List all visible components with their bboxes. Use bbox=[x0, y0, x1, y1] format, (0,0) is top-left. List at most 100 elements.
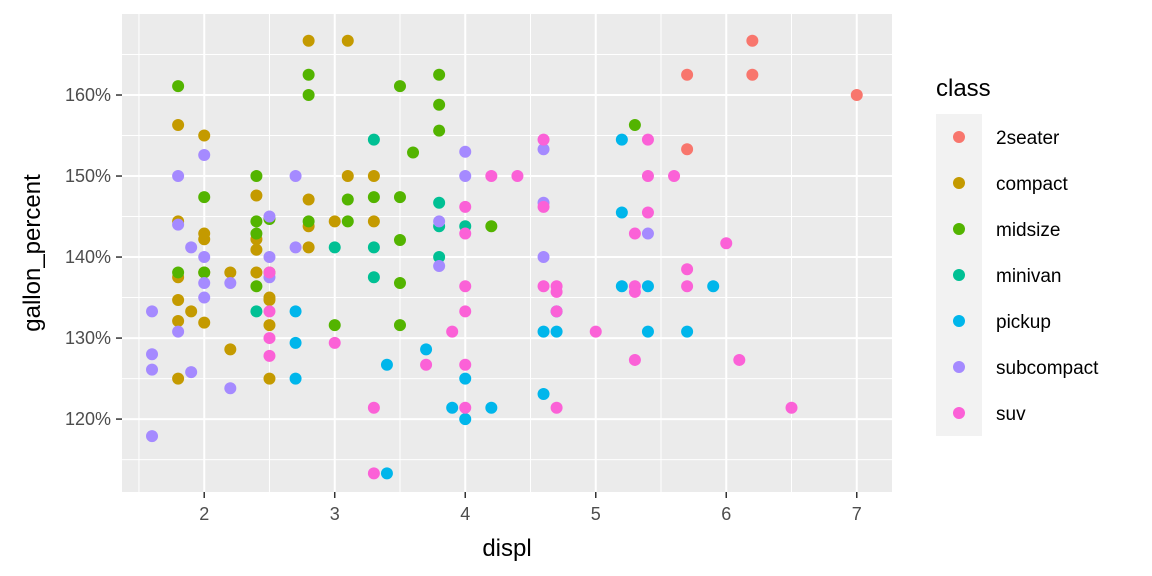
data-point-pickup bbox=[459, 413, 472, 426]
data-point-minivan bbox=[367, 133, 380, 146]
data-point-subcompact bbox=[289, 241, 302, 254]
data-point-compact bbox=[172, 372, 185, 385]
data-point-2seater bbox=[681, 143, 694, 156]
data-point-subcompact bbox=[459, 145, 472, 158]
data-point-subcompact bbox=[198, 276, 211, 289]
data-point-subcompact bbox=[433, 215, 446, 228]
data-point-compact bbox=[302, 34, 315, 47]
legend-label-pickup: pickup bbox=[996, 312, 1051, 333]
legend-label-2seater: 2seater bbox=[996, 128, 1060, 149]
x-tick-label: 4 bbox=[460, 504, 470, 524]
y-tick-label: 160% bbox=[65, 85, 111, 105]
legend-title: class bbox=[936, 75, 991, 102]
data-point-pickup bbox=[641, 280, 654, 293]
y-tick-label: 130% bbox=[65, 328, 111, 348]
y-axis: 120% 130% 140% 150% 160% bbox=[65, 85, 122, 429]
data-point-pickup bbox=[537, 387, 550, 400]
data-point-midsize bbox=[328, 319, 341, 332]
data-point-compact bbox=[302, 193, 315, 206]
data-point-subcompact bbox=[185, 241, 198, 254]
data-point-midsize bbox=[393, 276, 406, 289]
data-point-subcompact bbox=[198, 251, 211, 264]
data-point-compact bbox=[263, 372, 276, 385]
y-tick-label: 150% bbox=[65, 166, 111, 186]
data-points bbox=[146, 34, 863, 480]
data-point-midsize bbox=[433, 68, 446, 81]
legend-label-suv: suv bbox=[996, 404, 1026, 425]
data-point-suv bbox=[550, 285, 563, 298]
data-point-suv bbox=[459, 227, 472, 240]
data-point-pickup bbox=[289, 305, 302, 318]
data-point-subcompact bbox=[459, 170, 472, 183]
data-point-compact bbox=[263, 319, 276, 332]
data-point-suv bbox=[459, 358, 472, 371]
data-point-suv bbox=[537, 133, 550, 146]
data-point-minivan bbox=[433, 196, 446, 209]
data-point-suv bbox=[459, 280, 472, 293]
data-point-subcompact bbox=[537, 143, 550, 156]
legend-label-midsize: midsize bbox=[996, 220, 1060, 241]
data-point-midsize bbox=[628, 118, 641, 131]
data-point-suv bbox=[641, 206, 654, 219]
data-point-midsize bbox=[250, 280, 263, 293]
data-point-suv bbox=[459, 305, 472, 318]
data-point-subcompact bbox=[289, 170, 302, 183]
data-point-suv bbox=[628, 353, 641, 366]
data-point-suv bbox=[485, 170, 498, 183]
legend-label-subcompact: subcompact bbox=[996, 358, 1099, 379]
data-point-subcompact bbox=[198, 148, 211, 161]
data-point-suv bbox=[681, 263, 694, 276]
data-point-pickup bbox=[420, 343, 433, 356]
data-point-compact bbox=[185, 305, 198, 318]
data-point-suv bbox=[537, 200, 550, 213]
data-point-pickup bbox=[641, 325, 654, 338]
data-point-pickup bbox=[289, 372, 302, 385]
data-point-compact bbox=[302, 241, 315, 254]
data-point-suv bbox=[420, 358, 433, 371]
data-point-suv bbox=[537, 280, 550, 293]
x-tick-label: 2 bbox=[199, 504, 209, 524]
data-point-suv bbox=[733, 353, 746, 366]
data-point-compact bbox=[367, 170, 380, 183]
data-point-pickup bbox=[446, 401, 459, 414]
y-tick-label: 140% bbox=[65, 247, 111, 267]
data-point-pickup bbox=[459, 372, 472, 385]
data-point-2seater bbox=[746, 68, 759, 81]
x-tick-label: 3 bbox=[330, 504, 340, 524]
data-point-minivan bbox=[250, 305, 263, 318]
legend-label-compact: compact bbox=[996, 174, 1069, 195]
data-point-subcompact bbox=[172, 170, 185, 183]
data-point-suv bbox=[668, 170, 681, 183]
data-point-pickup bbox=[485, 401, 498, 414]
legend-label-minivan: minivan bbox=[996, 266, 1061, 287]
data-point-midsize bbox=[302, 215, 315, 228]
data-point-midsize bbox=[198, 266, 211, 279]
data-point-suv bbox=[681, 280, 694, 293]
data-point-compact bbox=[250, 243, 263, 256]
data-point-pickup bbox=[615, 280, 628, 293]
data-point-midsize bbox=[407, 146, 420, 159]
data-point-subcompact bbox=[537, 251, 550, 264]
data-point-minivan bbox=[328, 241, 341, 254]
data-point-suv bbox=[550, 401, 563, 414]
data-point-midsize bbox=[250, 227, 263, 240]
x-tick-label: 5 bbox=[591, 504, 601, 524]
x-axis: 2 3 4 5 6 7 bbox=[199, 492, 862, 524]
data-point-midsize bbox=[367, 191, 380, 204]
data-point-midsize bbox=[393, 80, 406, 93]
data-point-compact bbox=[328, 215, 341, 228]
data-point-midsize bbox=[433, 124, 446, 137]
data-point-pickup bbox=[380, 467, 393, 480]
y-tick-label: 120% bbox=[65, 409, 111, 429]
data-point-subcompact bbox=[185, 366, 198, 379]
grid-minor bbox=[122, 14, 892, 492]
data-point-suv bbox=[263, 305, 276, 318]
data-point-subcompact bbox=[263, 210, 276, 223]
legend-key-pickup bbox=[953, 315, 965, 327]
data-point-suv bbox=[628, 285, 641, 298]
data-point-suv bbox=[589, 325, 602, 338]
data-point-midsize bbox=[433, 98, 446, 111]
x-axis-title: displ bbox=[482, 535, 531, 562]
legend-items: 2seater compact midsize minivan pickup subcom… bbox=[953, 128, 1099, 425]
